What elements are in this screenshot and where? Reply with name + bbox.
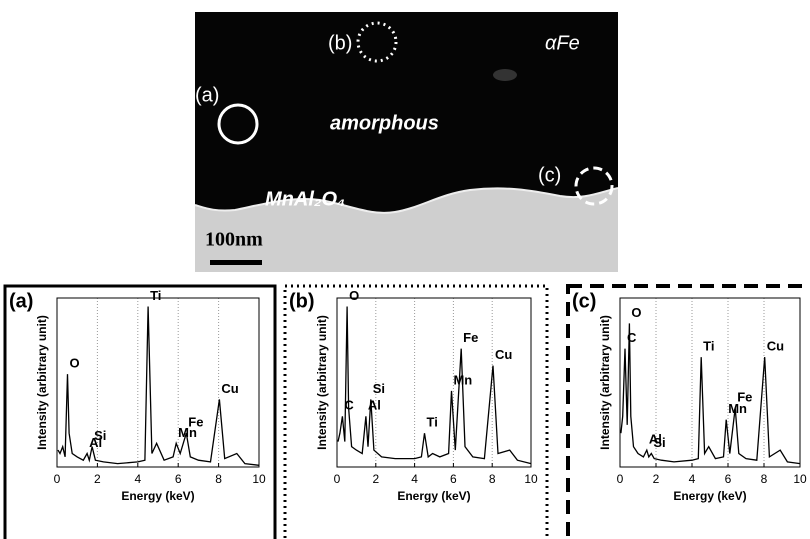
region-label: (a) [195,84,219,106]
phase-label: amorphous [330,112,439,134]
fe-grain [493,69,517,81]
scale-bar [210,260,262,265]
x-tick-label: 0 [334,472,341,486]
region-label: (c) [538,164,561,186]
micrograph: (a) (b) (c) αFe amorphous MnAl₂O₄ 100nm [194,12,619,272]
peak-label: Si [94,428,106,443]
region-b [356,21,398,63]
panel-label: (c) [572,290,596,312]
x-axis-label: Energy (keV) [673,489,746,503]
amorphous-region [195,12,618,213]
x-tick-label: 4 [134,472,141,486]
spectrum-line [57,306,260,466]
peak-label: Ti [703,339,714,354]
y-axis-label: Intensity (arbitrary unit) [315,315,329,450]
x-tick-label: 6 [725,472,732,486]
phase-label: MnAl₂O₄ [265,188,345,210]
x-tick-label: 10 [793,472,807,486]
x-tick-label: 4 [689,472,696,486]
phase-label: αFe [545,32,580,54]
scale-label: 100nm [205,229,263,251]
region-c [574,166,614,206]
peak-label: Al [368,398,381,413]
plot-frame [336,297,532,468]
plot-frame [619,297,801,468]
x-tick-label: 8 [489,472,496,486]
panel-frame [3,284,277,539]
spectrum-line [337,306,532,465]
x-axis-label: Energy (keV) [397,489,470,503]
region-a [217,103,259,145]
x-tick-label: 2 [372,472,379,486]
spectrum-panel: (b) 0 2 4 6 8 10 O C Al Si Ti Mn Fe Cu Energy (keV) Inte… [283,284,549,539]
peak-label: O [631,305,641,320]
peak-label: O [70,355,80,370]
peak-label: Al [649,432,662,447]
x-tick-label: 10 [252,472,266,486]
peak-label: Fe [188,415,203,430]
x-tick-label: 2 [653,472,660,486]
x-tick-label: 10 [524,472,538,486]
peak-label: O [349,288,359,303]
peak-label: Si [373,381,385,396]
spectrum-line [620,323,801,465]
y-axis-label: Intensity (arbitrary unit) [35,315,49,450]
peak-label: Cu [767,339,784,354]
peak-label: Mn [728,401,747,416]
x-tick-label: 6 [175,472,182,486]
x-tick-label: 6 [450,472,457,486]
peak-label: Cu [495,347,512,362]
peak-label: Cu [221,381,238,396]
peak-label: Mn [178,425,197,440]
interface [194,187,619,214]
panel-label: (a) [9,290,33,312]
region-label: (b) [328,32,352,54]
peak-label: Fe [463,330,478,345]
peak-label: Ti [426,415,437,430]
peak-label: Al [89,435,102,450]
panel-label: (b) [289,290,315,312]
peak-label: C [627,330,637,345]
x-tick-label: 8 [215,472,222,486]
peak-label: C [344,398,354,413]
x-tick-label: 2 [94,472,101,486]
plot-frame [56,297,260,468]
x-axis-label: Energy (keV) [121,489,194,503]
x-tick-label: 0 [54,472,61,486]
x-tick-label: 8 [761,472,768,486]
x-tick-label: 4 [411,472,418,486]
peak-label: Ti [150,288,161,303]
peak-label: Si [653,435,665,450]
panel-frame [283,284,549,539]
peak-label: Mn [453,372,472,387]
x-tick-label: 0 [617,472,624,486]
y-axis-label: Intensity (arbitrary unit) [598,315,612,450]
panel-frame [566,284,810,539]
peak-label: Fe [737,389,752,404]
